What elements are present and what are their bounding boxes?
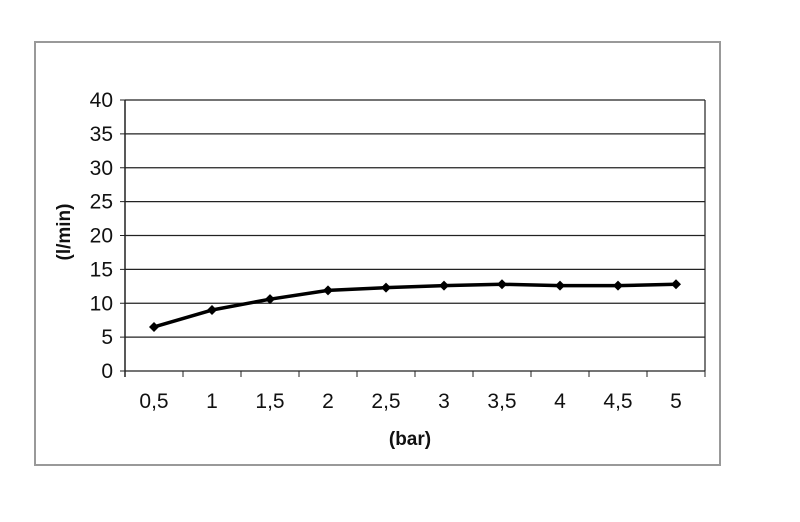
x-tick-label: 3 [438,390,450,413]
data-point [265,294,275,305]
y-tick-label: 10 [90,292,113,315]
x-tick-label: 0,5 [139,390,168,413]
y-tick-label: 0 [101,360,113,383]
x-tick-label: 5 [670,390,682,413]
y-tick-label: 5 [101,326,113,349]
x-tick-label: 2,5 [371,390,400,413]
data-point [323,285,333,296]
x-tick-label: 1 [206,390,218,413]
x-tick-label: 4,5 [603,390,632,413]
data-point [497,279,507,290]
data-point [381,282,391,293]
y-tick-label: 35 [90,123,113,146]
data-point [207,305,217,316]
data-point [149,321,159,332]
y-tick-label: 30 [90,157,113,180]
data-point [671,279,681,290]
y-axis-label: (l/min) [54,204,75,261]
x-tick-label: 1,5 [255,390,284,413]
data-point [439,280,449,291]
y-tick-label: 25 [90,191,113,214]
chart-frame [34,41,721,466]
x-tick-label: 4 [554,390,566,413]
data-point [613,280,623,291]
data-point [555,280,565,291]
y-tick-label: 40 [90,89,113,112]
y-tick-label: 15 [90,258,113,281]
series-line [153,282,677,329]
x-tick-label: 3,5 [487,390,516,413]
x-axis-label: (bar) [389,429,431,450]
x-tick-label: 2 [322,390,334,413]
y-tick-label: 20 [90,225,113,248]
